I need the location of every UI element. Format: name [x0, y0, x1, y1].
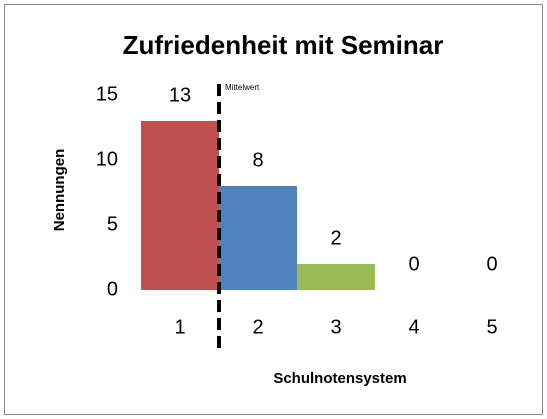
x-axis-label: Schulnotensystem	[273, 370, 406, 387]
bar	[219, 186, 297, 290]
data-label: 13	[169, 84, 191, 106]
y-axis-label: Nennungen	[51, 149, 68, 232]
data-label: 8	[252, 149, 263, 171]
y-tick-label: 10	[96, 148, 118, 170]
bar	[297, 264, 375, 290]
data-label: 2	[330, 227, 341, 249]
mean-label: Mittelwert	[225, 83, 260, 92]
x-tick-label: 1	[174, 316, 185, 338]
y-tick-label: 0	[107, 278, 118, 300]
data-label: 0	[486, 253, 497, 275]
x-tick-label: 4	[408, 316, 419, 338]
data-label: 0	[408, 253, 419, 275]
x-tick-label: 5	[486, 316, 497, 338]
y-tick-label: 5	[107, 213, 118, 235]
y-tick-label: 15	[96, 83, 118, 105]
chart-title: Zufriedenheit mit Seminar	[123, 30, 444, 60]
x-tick-label: 2	[252, 316, 263, 338]
bar	[141, 121, 219, 290]
x-tick-label: 3	[330, 316, 341, 338]
